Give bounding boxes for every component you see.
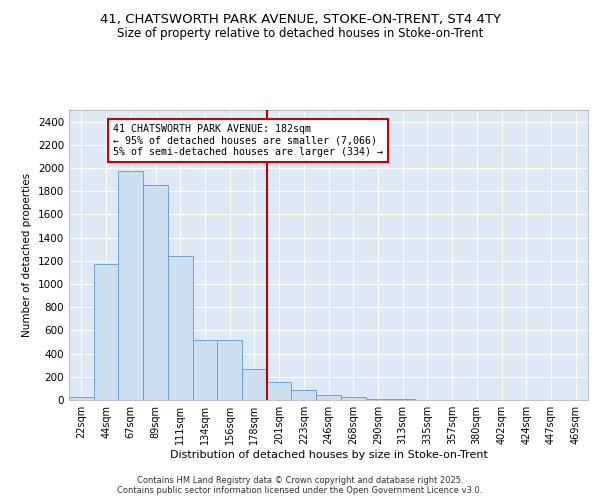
Bar [217,340,242,400]
Bar [267,382,292,400]
Bar [292,390,316,400]
Text: 41, CHATSWORTH PARK AVENUE, STOKE-ON-TRENT, ST4 4TY: 41, CHATSWORTH PARK AVENUE, STOKE-ON-TRE… [100,12,500,26]
Bar [242,368,267,400]
Bar [94,264,118,400]
Y-axis label: Number of detached properties: Number of detached properties [22,173,32,337]
Bar [193,340,217,400]
Bar [341,396,365,400]
X-axis label: Distribution of detached houses by size in Stoke-on-Trent: Distribution of detached houses by size … [170,450,487,460]
Bar [143,185,168,400]
Text: Size of property relative to detached houses in Stoke-on-Trent: Size of property relative to detached ho… [117,28,483,40]
Bar [168,256,193,400]
Bar [365,399,390,400]
Bar [118,171,143,400]
Text: 41 CHATSWORTH PARK AVENUE: 182sqm
← 95% of detached houses are smaller (7,066)
5: 41 CHATSWORTH PARK AVENUE: 182sqm ← 95% … [113,124,383,157]
Text: Contains HM Land Registry data © Crown copyright and database right 2025.
Contai: Contains HM Land Registry data © Crown c… [118,476,482,495]
Bar [69,397,94,400]
Bar [316,395,341,400]
